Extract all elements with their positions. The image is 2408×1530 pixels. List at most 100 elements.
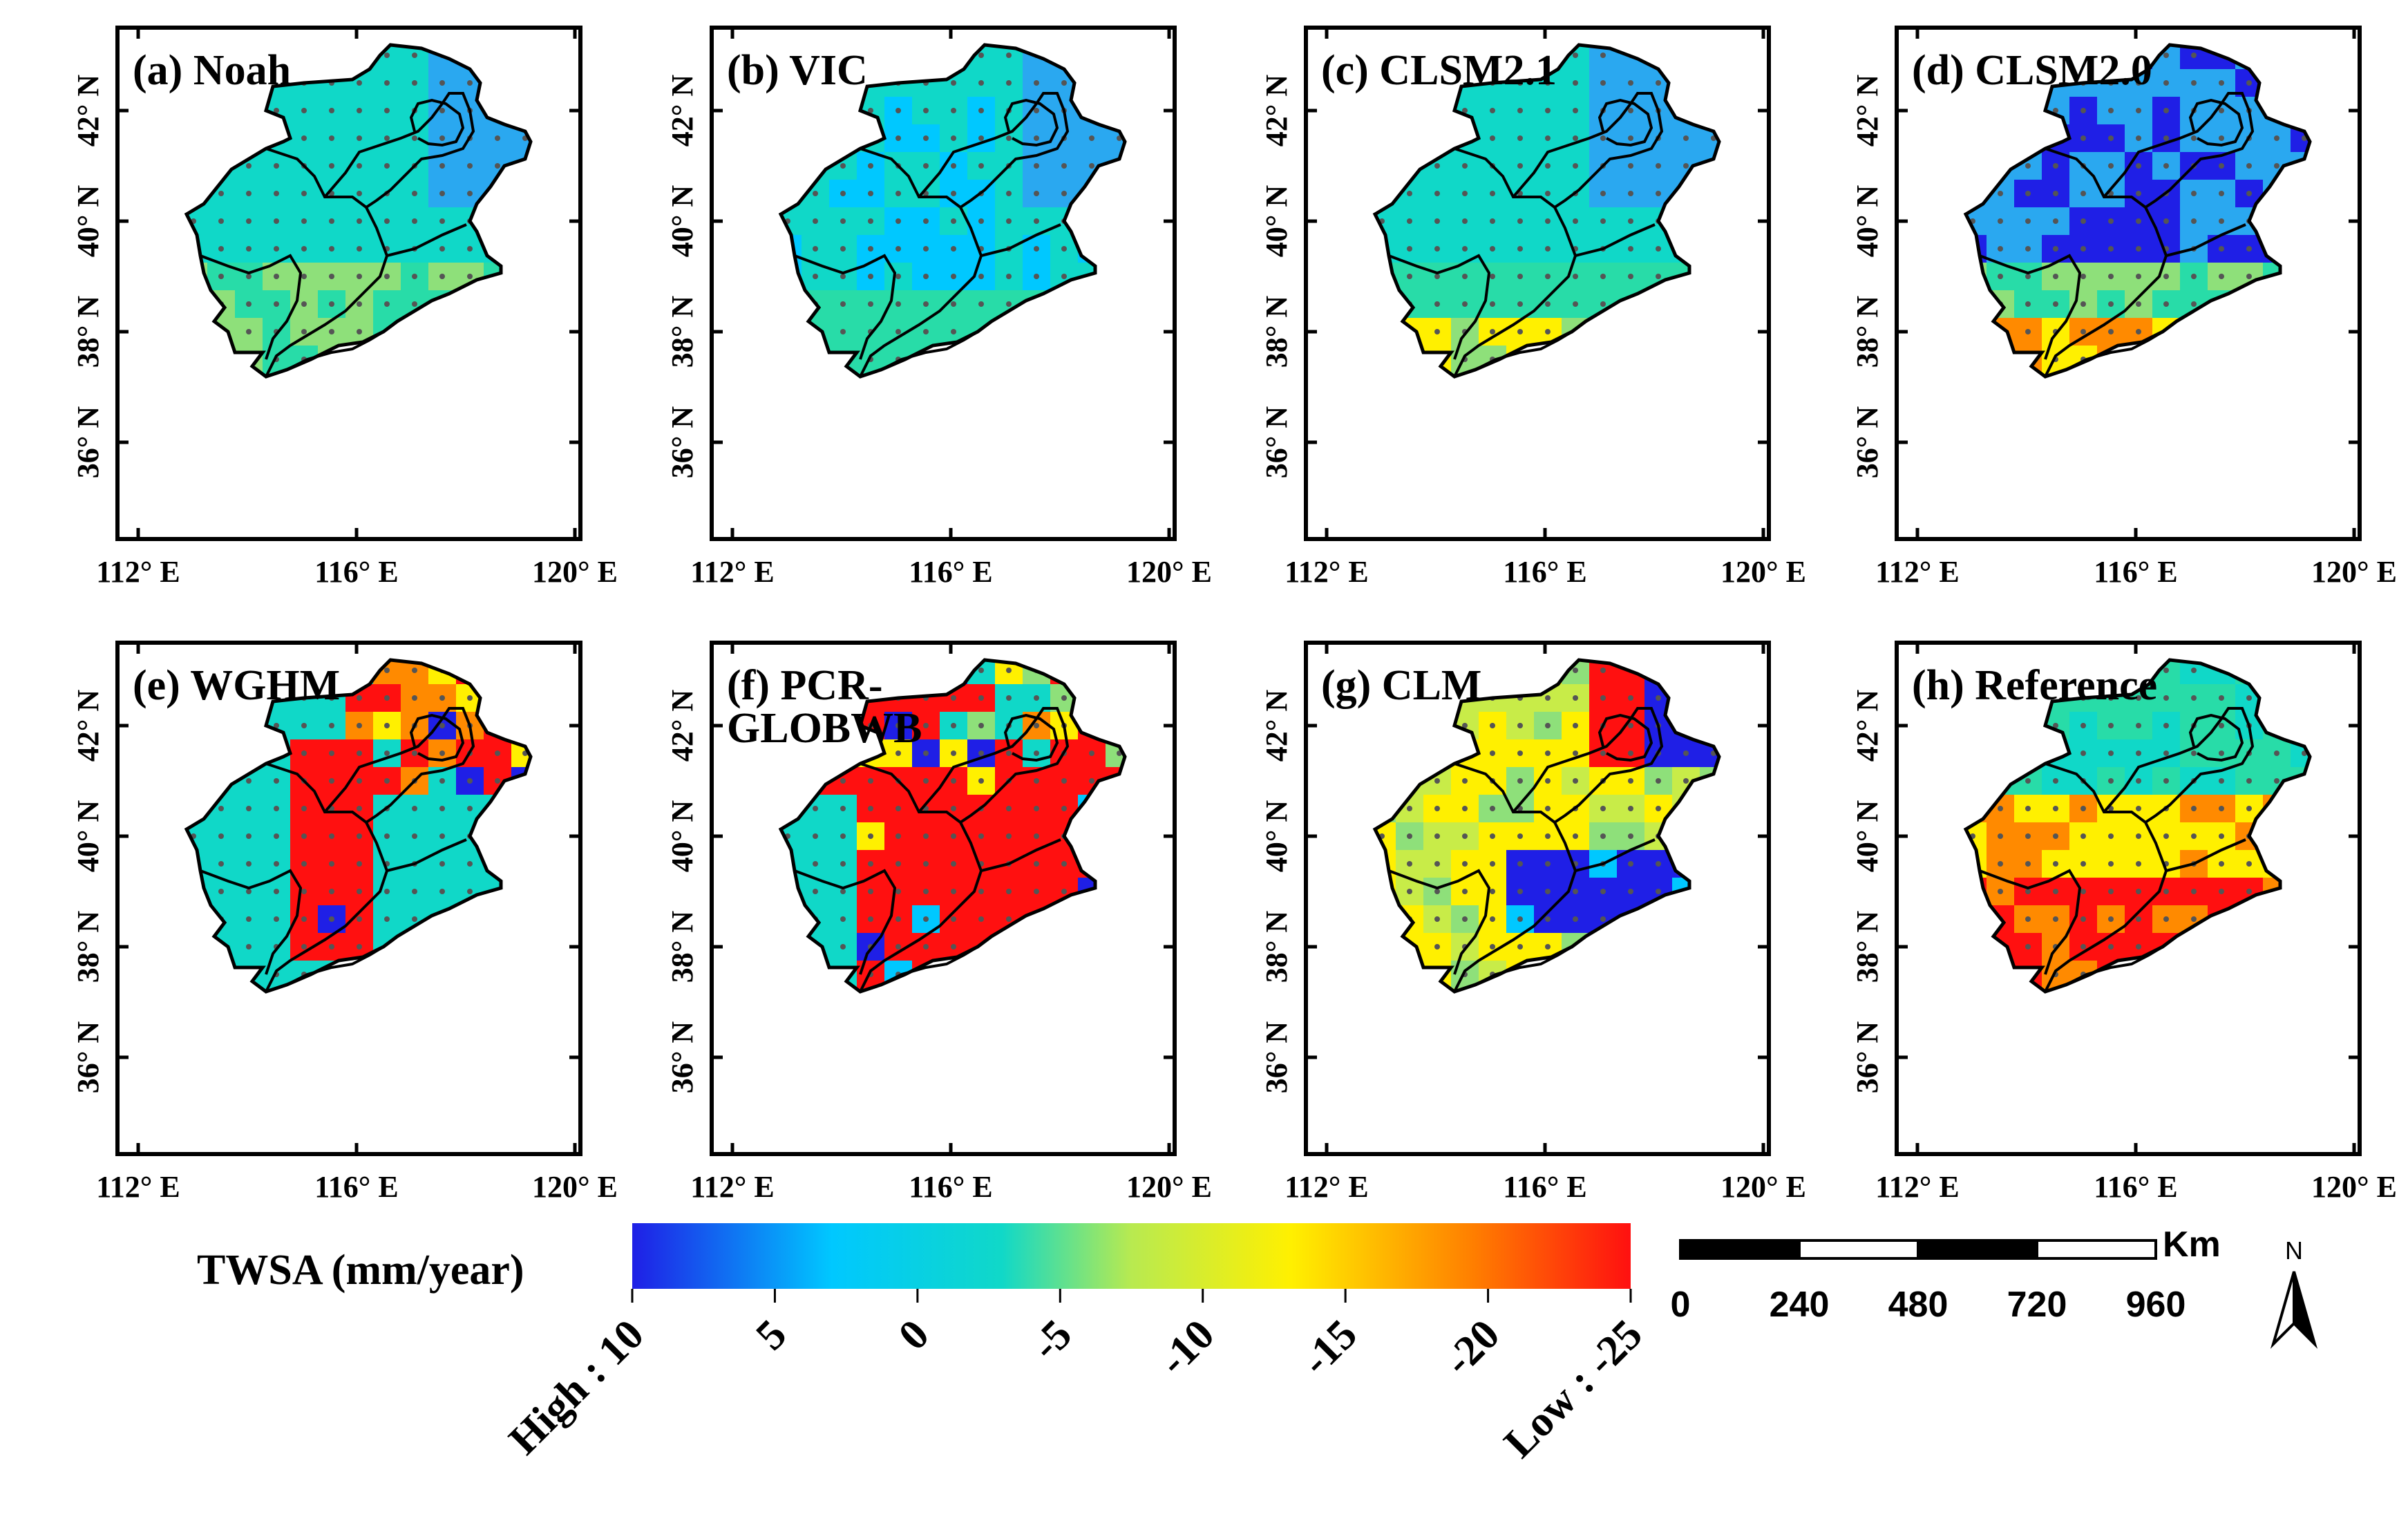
panel-label: (c) CLSM2.1 bbox=[1321, 47, 1557, 94]
map-frame bbox=[710, 26, 1177, 541]
scale-tick-label: 0 bbox=[1671, 1285, 1691, 1325]
y-tick-label: 40° N bbox=[71, 185, 105, 258]
scale-tick-label: 720 bbox=[2007, 1285, 2067, 1325]
colorbar bbox=[632, 1223, 1631, 1289]
x-tick-label: 120° E bbox=[2311, 1170, 2397, 1204]
y-tick-label: 40° N bbox=[1850, 800, 1884, 873]
y-tick-label: 42° N bbox=[1850, 690, 1884, 762]
panel-label: (h) Reference bbox=[1912, 662, 2157, 709]
y-tick-label: 40° N bbox=[665, 800, 699, 873]
scale-tick-label: 480 bbox=[1888, 1285, 1949, 1325]
x-tick-label: 116° E bbox=[314, 555, 399, 589]
scale-tick-label: 960 bbox=[2126, 1285, 2186, 1325]
map-panel-e: (e) WGHM 36° N 38° N 40° N 42° N 112° E 116° E… bbox=[71, 641, 618, 1204]
x-tick-label: 120° E bbox=[1720, 1170, 1806, 1204]
y-tick-label: 36° N bbox=[1850, 1021, 1884, 1094]
panel-label: (g) CLM bbox=[1321, 662, 1481, 709]
colorbar-tick-label: -15 bbox=[1293, 1311, 1367, 1385]
y-tick-label: 40° N bbox=[1260, 185, 1293, 258]
x-tick-label: 116° E bbox=[1503, 1170, 1587, 1204]
map-frame bbox=[710, 641, 1177, 1156]
y-tick-label: 40° N bbox=[1850, 185, 1884, 258]
colorbar-tick-label: 0 bbox=[890, 1311, 938, 1359]
y-tick-label: 36° N bbox=[1260, 406, 1293, 479]
scale-unit: Km bbox=[2163, 1225, 2221, 1265]
x-tick-label: 116° E bbox=[2094, 1170, 2178, 1204]
y-tick-label: 42° N bbox=[71, 690, 105, 762]
map-panel-f: (f) PCR-GLOBWB 36° N 38° N 40° N 42° N 112° E… bbox=[665, 641, 1212, 1204]
x-tick-label: 112° E bbox=[1875, 555, 1960, 589]
y-tick-label: 42° N bbox=[71, 75, 105, 147]
colorbar-tick-label: -20 bbox=[1435, 1311, 1509, 1385]
y-tick-label: 38° N bbox=[71, 296, 105, 368]
x-tick-label: 112° E bbox=[1284, 1170, 1369, 1204]
panel-label: (f) PCR- bbox=[727, 662, 883, 709]
x-tick-label: 120° E bbox=[1126, 1170, 1212, 1204]
y-tick-label: 42° N bbox=[665, 690, 699, 762]
y-tick-label: 36° N bbox=[71, 406, 105, 479]
panel-label: (b) VIC bbox=[727, 47, 868, 94]
colorbar-tick-label: -5 bbox=[1023, 1311, 1081, 1370]
map-panel-d: (d) CLSM2.0 36° N 38° N 40° N 42° N 112° E 116… bbox=[1850, 26, 2397, 589]
map-panel-b: (b) VIC 36° N 38° N 40° N 42° N 112° E 116° E 1… bbox=[665, 26, 1212, 589]
map-frame bbox=[115, 641, 582, 1156]
x-tick-label: 116° E bbox=[909, 555, 993, 589]
x-tick-label: 116° E bbox=[2094, 555, 2178, 589]
y-tick-label: 42° N bbox=[665, 75, 699, 147]
y-tick-label: 38° N bbox=[1260, 911, 1293, 983]
scale-bar: Km 0 240 480 720 960 bbox=[1671, 1225, 2221, 1325]
x-tick-label: 112° E bbox=[690, 555, 775, 589]
x-tick-label: 120° E bbox=[2311, 555, 2397, 589]
panel-label: (e) WGHM bbox=[133, 662, 340, 709]
y-tick-label: 40° N bbox=[71, 800, 105, 873]
y-tick-label: 42° N bbox=[1260, 75, 1293, 147]
map-frame bbox=[1895, 641, 2362, 1156]
colorbar-tick-label: Low : -25 bbox=[1495, 1311, 1651, 1467]
y-tick-label: 36° N bbox=[1260, 1021, 1293, 1094]
map-panel-g: (g) CLM 36° N 38° N 40° N 42° N 112° E 116° E 1… bbox=[1260, 641, 1806, 1204]
x-tick-label: 120° E bbox=[1126, 555, 1212, 589]
x-tick-label: 112° E bbox=[96, 555, 180, 589]
north-arrow-icon: N bbox=[2270, 1236, 2318, 1349]
x-tick-label: 112° E bbox=[1284, 555, 1369, 589]
colorbar-tick-label: -10 bbox=[1150, 1311, 1224, 1385]
y-tick-label: 36° N bbox=[71, 1021, 105, 1094]
y-tick-label: 38° N bbox=[665, 911, 699, 983]
y-tick-label: 42° N bbox=[1850, 75, 1884, 147]
y-tick-label: 38° N bbox=[1850, 296, 1884, 368]
x-tick-label: 116° E bbox=[314, 1170, 399, 1204]
x-tick-label: 112° E bbox=[1875, 1170, 1960, 1204]
north-label: N bbox=[2285, 1236, 2303, 1265]
panel-label: GLOBWB bbox=[727, 705, 922, 752]
map-frame bbox=[1304, 641, 1771, 1156]
y-tick-label: 38° N bbox=[71, 911, 105, 983]
x-tick-label: 120° E bbox=[1720, 555, 1806, 589]
map-frame bbox=[115, 26, 582, 541]
colorbar-tick-label: High : 10 bbox=[500, 1311, 653, 1464]
y-tick-label: 36° N bbox=[1850, 406, 1884, 479]
y-tick-label: 36° N bbox=[665, 406, 699, 479]
x-tick-label: 116° E bbox=[1503, 555, 1587, 589]
map-frame bbox=[1304, 26, 1771, 541]
legend-title: TWSA (mm/year) bbox=[197, 1247, 524, 1294]
y-tick-label: 38° N bbox=[1260, 296, 1293, 368]
y-tick-label: 40° N bbox=[665, 185, 699, 258]
y-tick-label: 36° N bbox=[665, 1021, 699, 1094]
x-tick-label: 120° E bbox=[532, 1170, 618, 1204]
y-tick-label: 38° N bbox=[665, 296, 699, 368]
panel-label: (d) CLSM2.0 bbox=[1912, 47, 2152, 94]
map-panel-a: (a) Noah 36° N 38° N 40° N 42° N 112° E 116° E… bbox=[71, 26, 618, 589]
y-tick-label: 38° N bbox=[1850, 911, 1884, 983]
y-tick-label: 42° N bbox=[1260, 690, 1293, 762]
map-frame bbox=[1895, 26, 2362, 541]
panel-label: (a) Noah bbox=[133, 47, 291, 94]
legend: TWSA (mm/year) High : 10 5 0 -5 -10 -15 -20Low… bbox=[197, 1223, 1651, 1467]
colorbar-tick-label: 5 bbox=[747, 1311, 795, 1359]
x-tick-label: 120° E bbox=[532, 555, 618, 589]
map-panel-c: (c) CLSM2.1 36° N 38° N 40° N 42° N 112° E 116… bbox=[1260, 26, 1806, 589]
x-tick-label: 112° E bbox=[96, 1170, 180, 1204]
scale-tick-label: 240 bbox=[1770, 1285, 1830, 1325]
x-tick-label: 116° E bbox=[909, 1170, 993, 1204]
map-panel-h: (h) Reference 36° N 38° N 40° N 42° N 112° E 1… bbox=[1850, 641, 2397, 1204]
x-tick-label: 112° E bbox=[690, 1170, 775, 1204]
